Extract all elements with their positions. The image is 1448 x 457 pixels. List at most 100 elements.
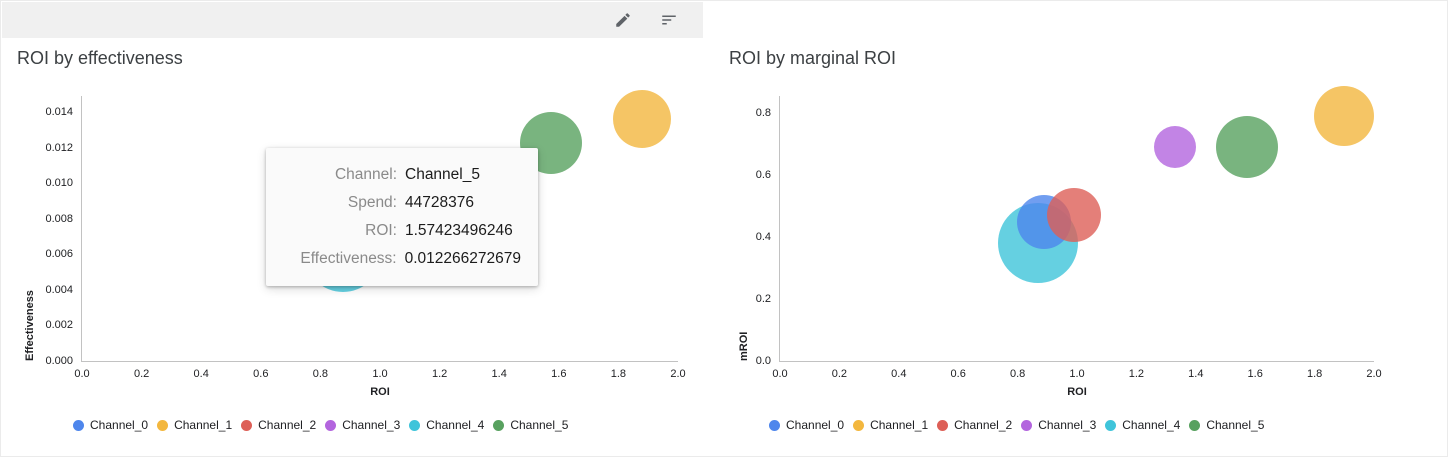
legend-dot — [157, 419, 169, 431]
y-tick-label: 0.006 — [45, 248, 73, 261]
legend-label: Channel_4 — [1122, 418, 1181, 432]
legend-label: Channel_1 — [174, 418, 233, 432]
legend-label: Channel_1 — [870, 418, 929, 432]
chart-toolbar — [2, 2, 703, 38]
legend-item-channel-5[interactable]: Channel_5 — [1189, 418, 1264, 432]
bubble-channel-2[interactable] — [1047, 188, 1102, 243]
legend-label: Channel_5 — [510, 418, 569, 432]
y-tick-label: 0.8 — [755, 107, 771, 120]
x-tick-label: 0.8 — [312, 368, 329, 380]
x-tick-label: 2.0 — [670, 368, 686, 380]
tooltip-label: ROI: — [365, 222, 397, 239]
x-tick-label: 0.6 — [950, 368, 966, 380]
chart-legend: Channel_0 Channel_1 Channel_2 Channel_3 Chan… — [769, 418, 1264, 432]
y-tick-label: 0.0 — [755, 355, 771, 367]
x-tick-label: 1.4 — [491, 368, 507, 380]
chart-tooltip: Channel: Channel_5 Spend: 44728376 ROI: … — [266, 148, 538, 286]
x-tick-label: 1.0 — [372, 368, 388, 380]
x-tick-label: 0.0 — [74, 368, 90, 380]
chart-title: ROI by marginal ROI — [729, 48, 897, 68]
chart-legend: Channel_0 Channel_1 Channel_2 Channel_3 Chan… — [73, 418, 568, 432]
filter-sort-icon — [662, 15, 676, 25]
x-tick-label: 0.4 — [891, 368, 907, 380]
filter-chart-button[interactable] — [659, 10, 679, 30]
tooltip-row: Channel: Channel_5 — [283, 161, 521, 189]
legend-label: Channel_0 — [90, 418, 149, 432]
legend-dot — [853, 419, 865, 431]
y-axis-title: mROI — [738, 331, 750, 361]
tooltip-row: Spend: 44728376 — [283, 189, 521, 217]
y-tick-label: 0.6 — [755, 169, 771, 182]
x-tick-label: 1.2 — [1128, 368, 1145, 380]
legend-label: Channel_3 — [342, 418, 401, 432]
x-tick-label: 1.8 — [1306, 368, 1323, 380]
tooltip-row: ROI: 1.57423496246 — [283, 217, 521, 245]
legend-item-channel-3[interactable]: Channel_3 — [325, 418, 400, 432]
x-tick-label: 0.4 — [193, 368, 209, 380]
bubble-channel-5[interactable] — [1216, 116, 1279, 179]
x-tick-label: 1.2 — [431, 368, 448, 380]
bubble-channel-3[interactable] — [1154, 126, 1196, 169]
y-tick-label: 0.010 — [45, 177, 73, 190]
x-tick-label: 1.0 — [1069, 368, 1085, 380]
edit-chart-button[interactable] — [613, 10, 633, 30]
bubble-channel-1[interactable] — [613, 90, 672, 149]
legend-item-channel-4[interactable]: Channel_4 — [409, 418, 484, 432]
tooltip-label: Channel: — [334, 166, 397, 183]
legend-dot — [493, 419, 505, 431]
legend-dot — [409, 419, 421, 431]
y-tick-label: 0.2 — [755, 293, 771, 305]
legend-label: Channel_2 — [258, 418, 317, 432]
legend-dot — [769, 419, 780, 431]
chart-title: ROI by effectiveness — [17, 48, 183, 68]
x-tick-label: 0.2 — [133, 368, 150, 380]
y-tick-label: 0.002 — [45, 319, 73, 332]
x-axis-title: ROI — [370, 386, 390, 398]
legend-label: Channel_5 — [1206, 418, 1265, 432]
y-tick-label: 0.012 — [45, 141, 73, 154]
legend-dot — [1105, 419, 1117, 431]
bubble-channel-1[interactable] — [1314, 86, 1375, 147]
tooltip-value: 0.012266272679 — [404, 250, 521, 267]
x-tick-label: 1.6 — [551, 368, 567, 380]
legend-item-channel-2[interactable]: Channel_2 — [241, 418, 316, 432]
x-tick-label: 1.8 — [610, 368, 627, 380]
legend-dot — [325, 419, 337, 431]
x-tick-label: 0.6 — [253, 368, 269, 380]
legend-item-channel-3[interactable]: Channel_3 — [1021, 418, 1096, 432]
tooltip-label: Effectiveness: — [300, 250, 397, 267]
legend-dot — [241, 419, 253, 431]
legend-item-channel-0[interactable]: Channel_0 — [769, 418, 844, 432]
y-tick-label: 0.008 — [45, 212, 73, 225]
legend-dot — [937, 419, 949, 431]
plot-area: mROI ROI 0.0 0.2 0.4 0.6 0.8 0.0 0.2 0.4 0.6 0.8 1… — [738, 86, 1382, 398]
legend-item-channel-2[interactable]: Channel_2 — [937, 418, 1012, 432]
legend-dot — [1189, 419, 1201, 431]
x-tick-label: 1.6 — [1247, 368, 1263, 380]
x-tick-label: 0.0 — [772, 368, 788, 380]
y-tick-label: 0.004 — [45, 283, 73, 296]
legend-dot — [73, 419, 84, 431]
legend-item-channel-5[interactable]: Channel_5 — [493, 418, 568, 432]
x-axis-title: ROI — [1067, 386, 1087, 398]
x-tick-label: 2.0 — [1366, 368, 1382, 380]
legend-item-channel-0[interactable]: Channel_0 — [73, 418, 148, 432]
tooltip-row: Effectiveness: 0.012266272679 — [283, 245, 521, 273]
legend-label: Channel_0 — [786, 418, 845, 432]
y-tick-label: 0.000 — [45, 355, 73, 367]
edit-pencil-icon — [616, 13, 630, 27]
y-axis-title: Effectiveness — [24, 290, 36, 361]
legend-item-channel-4[interactable]: Channel_4 — [1105, 418, 1180, 432]
y-tick-label: 0.014 — [45, 106, 73, 118]
x-tick-label: 0.2 — [831, 368, 848, 380]
tooltip-value: Channel_5 — [405, 166, 480, 183]
y-tick-label: 0.4 — [755, 231, 771, 244]
legend-label: Channel_2 — [954, 418, 1013, 432]
legend-item-channel-1[interactable]: Channel_1 — [853, 418, 928, 432]
legend-label: Channel_3 — [1038, 418, 1097, 432]
chart-card-roi-by-marginal-roi: ROI by marginal ROI mROI ROI 0.0 0.2 0.4 0.… — [713, 41, 1447, 456]
legend-label: Channel_4 — [426, 418, 485, 432]
legend-item-channel-1[interactable]: Channel_1 — [157, 418, 232, 432]
chart-card-roi-by-effectiveness: ROI by effectiveness Effectiveness ROI 0… — [1, 41, 711, 456]
